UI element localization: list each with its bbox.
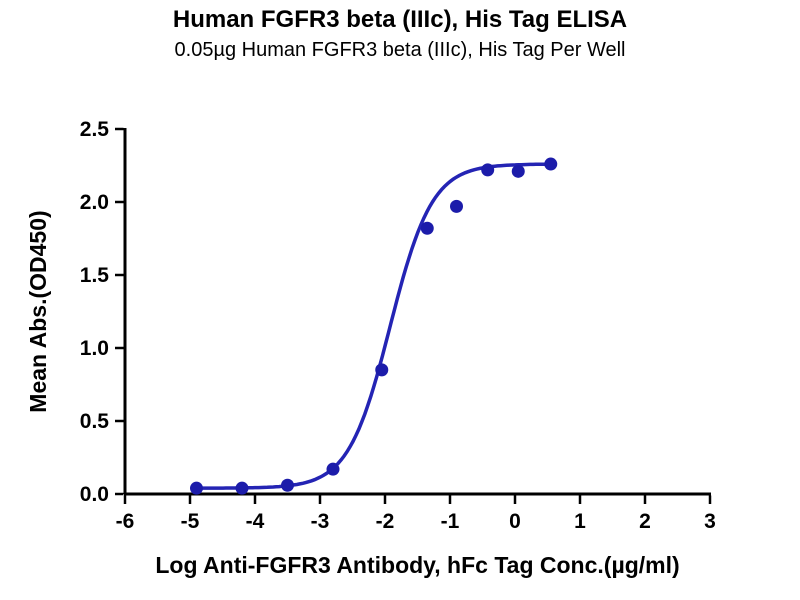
data-point	[326, 462, 340, 476]
y-tick-label: 0.5	[80, 410, 110, 433]
fit-curve	[194, 162, 553, 490]
x-tick-label: 2	[639, 510, 651, 533]
x-tick-label: -5	[181, 510, 200, 533]
x-tick-label: -2	[376, 510, 395, 533]
x-axis-label: Log Anti-FGFR3 Antibody, hFc Tag Conc.(µ…	[155, 552, 679, 578]
chart-title: Human FGFR3 beta (IIIc), His Tag ELISA	[172, 6, 628, 33]
x-tick-label: -6	[116, 510, 135, 533]
y-tick-label: 1.5	[80, 264, 110, 287]
y-tick-label: 0.0	[80, 483, 109, 506]
data-point	[375, 363, 389, 377]
data-point	[450, 199, 463, 213]
x-tick-label: 3	[704, 510, 716, 533]
y-axis-label: Mean Abs.(OD450)	[25, 210, 51, 412]
x-tick-label: -4	[246, 510, 265, 533]
chart-subtitle: 0.05µg Human FGFR3 beta (IIIc), His Tag …	[174, 39, 626, 61]
data-point	[481, 163, 495, 177]
data-point	[420, 221, 434, 235]
x-tick-label: -1	[441, 510, 460, 533]
data-point	[235, 481, 249, 495]
data-point	[190, 481, 203, 495]
y-tick-label: 2.5	[80, 118, 110, 141]
data-point	[511, 164, 525, 178]
x-tick-label: 0	[509, 510, 521, 533]
y-tick-label: 2.0	[80, 191, 109, 214]
x-tick-label: -3	[311, 510, 330, 533]
x-tick-label: 1	[574, 510, 586, 533]
data-point	[281, 478, 294, 492]
data-point	[544, 157, 558, 171]
y-tick-label: 1.0	[80, 337, 109, 360]
